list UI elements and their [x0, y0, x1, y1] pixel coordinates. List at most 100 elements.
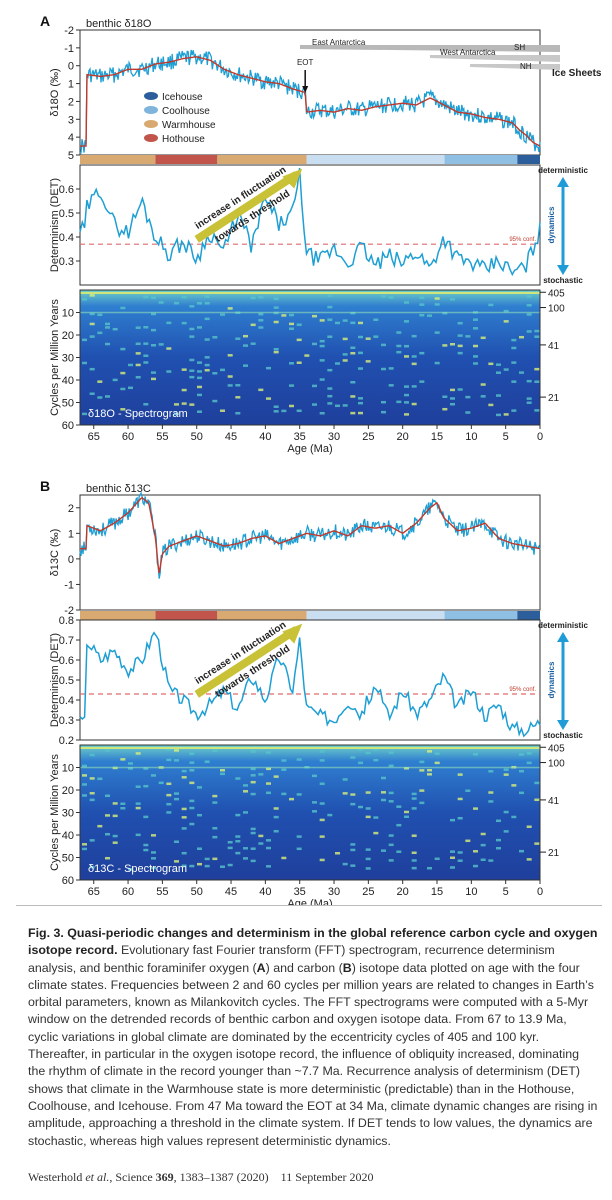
caption-body-3: ) isotope data plotted on age with the f… [28, 960, 598, 1148]
b-spec-heat-cell [342, 862, 348, 866]
b-spec-xtick-label: 60 [122, 886, 134, 898]
b-spec-heat-cell [266, 865, 271, 868]
b-spec-heat-cell [319, 759, 325, 762]
b-spec-heat-cell [519, 769, 524, 773]
b-spec-heat-cell [273, 775, 279, 778]
a-spec-heat-cell [266, 397, 271, 400]
a-spec-heat-cell [112, 327, 118, 331]
a-spec-heat-cell [442, 395, 448, 399]
a-spec-heat-cell [258, 326, 264, 329]
a-spec-heat-cell [296, 361, 302, 364]
b-spec-heat-cell [404, 810, 409, 814]
a-det-frame [79, 164, 541, 286]
b-spec-heat-cell [289, 797, 294, 801]
b-spec-heat-cell [105, 832, 110, 836]
a-spec-ytick-label: 10 [62, 308, 74, 320]
a-oxygen-ytick-label: 1 [68, 79, 74, 91]
b-spec-heat-cell [457, 773, 463, 776]
a-oxygen-smoothed-line [80, 56, 541, 147]
b-carbon-smoothed-line [80, 496, 541, 574]
b-spec-heat-cell [519, 753, 524, 756]
b-spec-heatmap-cells [82, 748, 540, 871]
b-spec-heat-cell [496, 846, 501, 850]
a-spec-heat-cell [204, 302, 210, 305]
b-spec-heat-cell [350, 848, 356, 852]
legend-swatch [144, 92, 158, 100]
b-spec-heat-cell [488, 800, 494, 803]
b-spec-heat-cell [434, 857, 440, 861]
b-spec-xtick-label: 0 [537, 886, 543, 898]
b-det-label-stochastic: stochastic [543, 731, 583, 740]
climate-state-bar [217, 155, 307, 164]
b-spec-heat-cell [212, 801, 218, 804]
b-spec-heat-cell [404, 767, 409, 770]
a-spec-heat-cell [135, 376, 141, 379]
a-spec-heat-cell [396, 331, 402, 334]
b-spec-heat-cell [189, 822, 195, 826]
b-spec-heat-cell [388, 791, 394, 795]
b-det-label-deterministic: deterministic [538, 621, 588, 630]
ice-label-east: East Antarctica [312, 38, 366, 47]
b-spec-heat-cell [105, 794, 110, 798]
a-spec-xtick-label: 15 [431, 431, 443, 443]
b-spec-period-label: 100 [548, 759, 565, 770]
b-spec-heat-cell [166, 748, 172, 751]
a-spec-heat-cell [419, 351, 425, 355]
a-spec-heat-cell [197, 393, 202, 397]
a-spec-heat-cell [365, 360, 371, 363]
a-spec-heat-cell [289, 313, 294, 317]
b-spec-heat-cell [388, 751, 394, 754]
b-spec-heat-cell [189, 768, 195, 772]
b-spec-heat-cell [450, 866, 455, 869]
a-spec-xtick-label: 35 [294, 431, 306, 443]
a-spec-xtick-label: 10 [465, 431, 477, 443]
a-spec-heat-cell [189, 375, 195, 379]
a-spec-heat-cell [189, 305, 195, 308]
a-spec-heat-cell [212, 399, 218, 403]
a-spec-heat-cell [273, 297, 279, 301]
b-spec-heat-cell [174, 749, 179, 752]
a-spec-heat-cell [166, 321, 172, 325]
a-spec-heat-cell [143, 342, 149, 345]
a-spec-heat-cell [151, 312, 156, 316]
b-spec-heat-cell [204, 857, 210, 861]
b-spec-heat-cell [534, 842, 540, 845]
a-spec-xtick-label: 25 [362, 431, 374, 443]
a-spec-heat-cell [411, 362, 417, 366]
a-spec-heat-cell [227, 354, 233, 357]
b-spec-heat-cell [250, 847, 256, 850]
b-det-ytick-label: 0.3 [59, 715, 74, 727]
b-spec-heat-cell [350, 793, 356, 796]
a-spec-heat-cell [404, 301, 409, 304]
b-spec-heat-cell [411, 797, 417, 800]
a-spec-heat-cell [419, 380, 425, 383]
b-spec-heat-cell [266, 846, 271, 850]
a-spec-heat-cell [365, 337, 371, 340]
b-spec-heat-cell [281, 759, 287, 762]
a-spec-heat-cell [473, 327, 478, 330]
b-spec-heat-cell [319, 858, 325, 862]
a-spec-xtick-label: 60 [122, 431, 134, 443]
b-spec-heat-cell [381, 849, 386, 852]
a-spec-heat-cell [289, 322, 294, 326]
b-spec-heat-cell [189, 806, 195, 810]
a-spec-heat-cell [319, 412, 325, 415]
b-spec-heat-cell [227, 841, 233, 844]
a-det-ytick-label: 0.6 [59, 184, 74, 196]
b-spec-heat-cell [212, 749, 218, 753]
legend-swatch [144, 134, 158, 142]
b-spec-heat-cell [396, 805, 402, 808]
a-spec-heat-cell [220, 368, 225, 372]
a-spec-heat-cell [105, 322, 110, 326]
a-spec-heat-cell [312, 384, 317, 388]
b-spec-ytick-label: 30 [62, 808, 74, 820]
a-det-trend-arrowhead [282, 168, 303, 189]
b-spec-heat-cell [212, 794, 218, 798]
b-spec-heat-cell [181, 864, 187, 868]
b-spec-heat-cell [220, 865, 225, 868]
a-spec-heat-cell [350, 411, 356, 415]
b-spec-heat-cell [197, 862, 202, 866]
a-spec-heat-cell [143, 403, 149, 406]
b-spec-heat-cell [373, 816, 379, 819]
b-carbon-ytick-label: 2 [68, 503, 74, 515]
